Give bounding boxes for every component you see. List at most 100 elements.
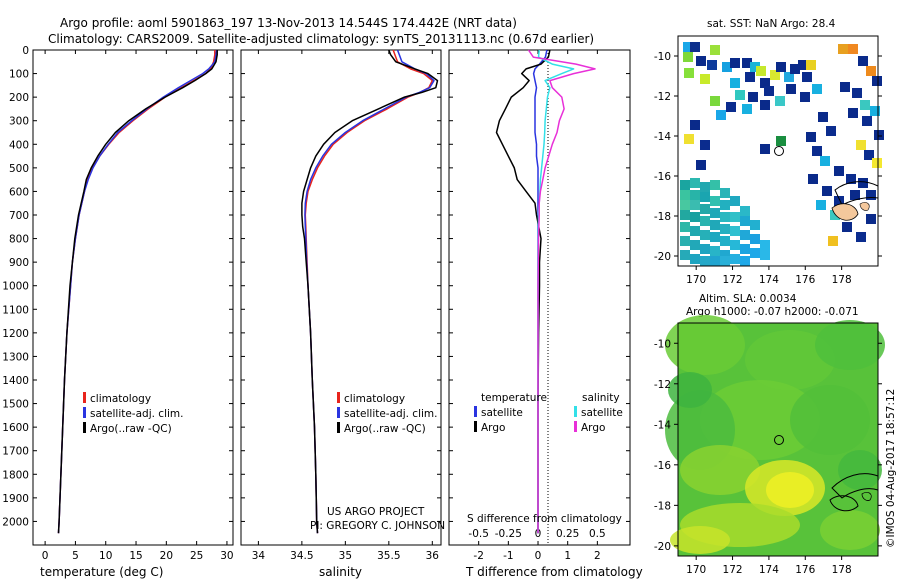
sst-pixel: [710, 96, 720, 106]
depth-tick-label: 1200: [2, 328, 29, 340]
sst-pixel: [680, 236, 690, 246]
series-line-salinity-argo: [527, 49, 596, 534]
s-difference-label: S difference from climatology: [467, 513, 622, 525]
imos-watermark: ©IMOS 04-Aug-2017 18:57:12: [885, 389, 897, 548]
sst-map-frame: [677, 35, 879, 267]
sst-title: sat. SST: NaN Argo: 28.4: [707, 18, 836, 30]
sst-pixel: [798, 60, 808, 70]
sst-pixel: [710, 232, 720, 242]
sst-pixel: [700, 230, 710, 240]
x-tick-label: 10: [99, 550, 112, 562]
sst-pixel: [852, 88, 862, 98]
sst-pixel: [760, 100, 770, 110]
depth-tick-label: 1800: [2, 469, 29, 481]
sst-pixel: [700, 140, 710, 150]
sst-pixel: [726, 102, 736, 112]
sst-pixel: [848, 44, 858, 54]
legend-swatch-climatology: [83, 392, 86, 403]
sst-pixel: [720, 212, 730, 222]
temperature-series: [57, 49, 218, 534]
sst-pixel: [700, 204, 710, 214]
legend3-sal-head: salinity: [582, 392, 620, 404]
sst-pixel: [850, 190, 860, 200]
depth-tick-label: 1100: [2, 304, 29, 316]
legend3-swatch-sal-argo: [574, 421, 577, 432]
sst-pixel: [720, 224, 730, 234]
x-tick-label: 1: [564, 550, 571, 562]
sla-title1: Altim. SLA: 0.0034: [699, 293, 797, 305]
depth-tick-label: 500: [9, 163, 29, 175]
sst-pixel: [775, 96, 785, 106]
x-tick-label: 2: [594, 550, 601, 562]
sst-pixel: [834, 196, 844, 206]
depth-tick-label: 1300: [2, 351, 29, 363]
sst-pixel: [812, 84, 822, 94]
argo-location-marker-sst: [774, 146, 784, 156]
sst-pixel: [720, 200, 730, 210]
map-y-tick-label: -20: [654, 251, 671, 263]
salinity-xlabel: salinity: [319, 565, 362, 579]
sst-pixel: [742, 58, 752, 68]
legend-swatch-satellite: [83, 407, 86, 418]
sst-pixel: [858, 56, 868, 66]
argo-location-marker-sla: [774, 435, 784, 445]
sst-pixel: [800, 92, 810, 102]
temperature-panel: 0100200300400500600700800900100011001200…: [2, 45, 233, 579]
sst-pixel: [806, 60, 816, 70]
temperature-xlabel: temperature (deg C): [40, 565, 163, 579]
sst-pixel: [745, 72, 755, 82]
sst-pixel: [756, 66, 766, 76]
sst-pixel: [790, 64, 800, 74]
map-x-tick-label: 176: [795, 564, 815, 576]
x-tick-label: 35: [339, 550, 352, 562]
sst-pixel: [786, 84, 796, 94]
sst-pixel: [816, 200, 826, 210]
sst-pixel: [822, 186, 832, 196]
map-x-tick-label: 178: [832, 564, 852, 576]
sst-pixel: [812, 146, 822, 156]
depth-tick-label: 100: [9, 69, 29, 81]
x-tick-label: 35.5: [377, 550, 400, 562]
sst-map: sat. SST: NaN Argo: 28.4 170 172 174 176 178…: [654, 18, 884, 286]
sst-pixel: [866, 190, 876, 200]
map-y-tick-label: -18: [654, 211, 671, 223]
sst-pixel: [680, 180, 690, 190]
legend2-label-satellite: satellite-adj. clim.: [344, 408, 437, 420]
map-x-tick-label: 174: [759, 564, 779, 576]
sst-pixel: [764, 86, 774, 96]
sst-pixel: [696, 160, 706, 170]
sst-pixel: [760, 240, 770, 250]
sst-pixel: [690, 42, 700, 52]
x-tick-label: -1: [503, 550, 513, 562]
map-x-tick-label: 172: [723, 564, 743, 576]
difference-series: [495, 49, 596, 534]
x-tick-label: 20: [160, 550, 173, 562]
sst-pixel: [828, 236, 838, 246]
x-tick-label: 30: [220, 550, 233, 562]
sst-pixel: [820, 156, 830, 166]
temperature-axes-frame: [32, 49, 234, 546]
depth-tick-label: 1000: [2, 281, 29, 293]
sst-pixel: [826, 126, 836, 136]
depth-tick-label: 1900: [2, 493, 29, 505]
map-x-tick-label: 178: [832, 274, 852, 286]
difference-x-axis: -2 -1 0 1 2: [473, 50, 601, 562]
depth-tick-label: 900: [9, 257, 29, 269]
sla-map: Altim. SLA: 0.0034 Argo h1000: -0.07 h20…: [654, 293, 885, 576]
sst-pixel: [840, 82, 850, 92]
sla-anomaly-blob: [815, 320, 885, 370]
sst-pixel: [730, 196, 740, 206]
legend-label-argo: Argo(..raw -QC): [90, 423, 172, 435]
sst-pixel: [770, 70, 780, 80]
map-y-tick-label: -18: [654, 500, 671, 512]
x-tick-label: 0: [535, 550, 542, 562]
sst-pixel: [730, 78, 740, 88]
sst-pixel: [680, 222, 690, 232]
sst-map-ticks: 170 172 174 176 178 -10 -12 -14 -16 -18 -20: [654, 51, 882, 286]
map-y-tick-label: -10: [654, 338, 671, 350]
map-x-tick-label: 172: [723, 274, 743, 286]
sst-pixel: [710, 246, 720, 256]
sla-anomaly-blob: [668, 372, 712, 408]
sst-pixel: [730, 212, 740, 222]
sst-pixel: [730, 226, 740, 236]
